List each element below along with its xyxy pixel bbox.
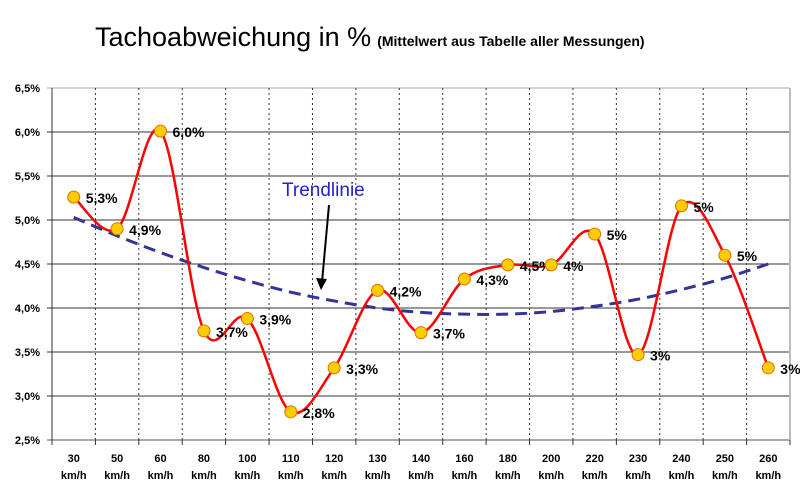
- x-tick-label: 200: [542, 453, 560, 465]
- data-point: [110, 222, 124, 236]
- x-tick-unit: km/h: [755, 470, 781, 482]
- x-tick-unit: km/h: [148, 470, 174, 482]
- trendline-arrow: [321, 204, 330, 283]
- x-tick-label: 220: [585, 453, 603, 465]
- chart-title: Tachoabweichung in % (Mittelwert aus Tabe…: [95, 22, 645, 53]
- data-label: 3,7%: [216, 324, 248, 340]
- data-point: [761, 361, 775, 375]
- data-label: 3,9%: [259, 312, 291, 328]
- data-label: 6,0%: [173, 124, 205, 140]
- trendline-label: Trendlinie: [282, 180, 365, 201]
- data-point: [371, 283, 385, 297]
- x-tick-label: 180: [499, 453, 517, 465]
- trendline-arrowhead: [316, 278, 327, 290]
- y-tick-label: 6,0%: [15, 127, 40, 139]
- x-tick-label: 160: [455, 453, 473, 465]
- y-tick-label: 2,5%: [15, 435, 40, 447]
- title-subtitle: (Mittelwert aus Tabelle aller Messungen): [377, 33, 645, 49]
- x-tick-label: 60: [154, 453, 166, 465]
- y-tick-label: 4,5%: [15, 259, 40, 271]
- data-label: 5,3%: [86, 190, 118, 206]
- data-point: [718, 248, 732, 262]
- x-tick-label: 130: [368, 453, 386, 465]
- x-tick-label: 260: [759, 453, 777, 465]
- x-tick-unit: km/h: [61, 470, 87, 482]
- data-point: [67, 190, 81, 204]
- x-tick-unit: km/h: [495, 470, 521, 482]
- data-point: [327, 361, 341, 375]
- y-tick-label: 3,5%: [15, 347, 40, 359]
- x-tick-unit: km/h: [365, 470, 391, 482]
- data-point: [544, 258, 558, 272]
- data-point: [240, 312, 254, 326]
- data-point: [674, 199, 688, 213]
- x-tick-unit: km/h: [625, 470, 651, 482]
- x-tick-label: 240: [672, 453, 690, 465]
- y-tick-label: 5,0%: [15, 215, 40, 227]
- x-tick-unit: km/h: [191, 470, 217, 482]
- x-tick-label: 80: [198, 453, 210, 465]
- data-point: [197, 324, 211, 338]
- data-label: 4%: [563, 258, 584, 274]
- x-tick-unit: km/h: [712, 470, 738, 482]
- x-tick-label: 100: [238, 453, 256, 465]
- x-tick-unit: km/h: [104, 470, 130, 482]
- data-label: 3%: [780, 361, 800, 377]
- x-tick-label: 140: [412, 453, 430, 465]
- data-label: 3,7%: [433, 326, 465, 342]
- x-tick-unit: km/h: [538, 470, 564, 482]
- y-tick-label: 6,5%: [15, 83, 40, 95]
- data-label: 5%: [607, 227, 628, 243]
- data-point: [414, 326, 428, 340]
- x-tick-unit: km/h: [278, 470, 304, 482]
- data-label: 5%: [693, 199, 714, 215]
- data-label: 3,3%: [346, 361, 378, 377]
- x-tick-label: 230: [629, 453, 647, 465]
- x-tick-unit: km/h: [408, 470, 434, 482]
- x-tick-label: 50: [111, 453, 123, 465]
- data-point: [501, 258, 515, 272]
- data-point: [457, 272, 471, 286]
- x-tick-unit: km/h: [235, 470, 261, 482]
- y-tick-label: 5,5%: [15, 171, 40, 183]
- x-tick-label: 30: [68, 453, 80, 465]
- x-tick-label: 120: [325, 453, 343, 465]
- y-tick-label: 4,0%: [15, 303, 40, 315]
- data-label: 2,8%: [303, 405, 335, 421]
- data-label: 3%: [650, 348, 671, 364]
- trendline: [73, 215, 769, 316]
- data-label: 4,2%: [390, 283, 422, 299]
- data-point: [588, 227, 602, 241]
- x-tick-unit: km/h: [669, 470, 695, 482]
- data-point: [154, 124, 168, 138]
- data-label: 5%: [737, 248, 758, 264]
- title-main: Tachoabweichung in %: [95, 22, 372, 52]
- x-tick-label: 110: [282, 453, 300, 465]
- data-label: 4,5%: [520, 258, 552, 274]
- x-tick-label: 250: [716, 453, 734, 465]
- x-tick-unit: km/h: [582, 470, 608, 482]
- data-point: [631, 348, 645, 362]
- data-label: 4,3%: [476, 272, 508, 288]
- x-tick-unit: km/h: [452, 470, 478, 482]
- data-series-line: [72, 127, 770, 415]
- data-label: 4,9%: [129, 222, 161, 238]
- x-tick-unit: km/h: [321, 470, 347, 482]
- data-point: [284, 405, 298, 419]
- y-tick-label: 3,0%: [15, 391, 40, 403]
